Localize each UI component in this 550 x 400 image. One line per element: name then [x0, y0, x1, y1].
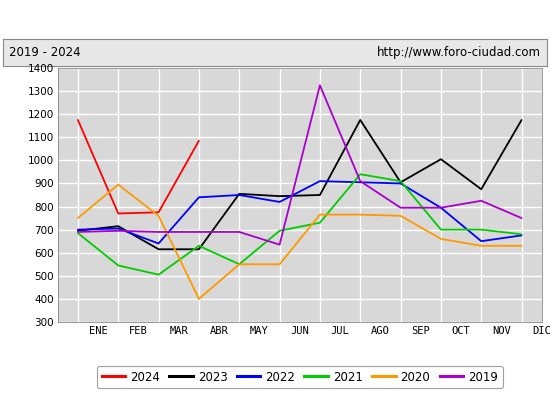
Legend: 2024, 2023, 2022, 2021, 2020, 2019: 2024, 2023, 2022, 2021, 2020, 2019: [97, 366, 503, 388]
Text: Evolucion Nº Turistas Extranjeros en el municipio de Don Benito: Evolucion Nº Turistas Extranjeros en el …: [56, 12, 494, 26]
Text: 2019 - 2024: 2019 - 2024: [9, 46, 81, 59]
Text: http://www.foro-ciudad.com: http://www.foro-ciudad.com: [377, 46, 541, 59]
